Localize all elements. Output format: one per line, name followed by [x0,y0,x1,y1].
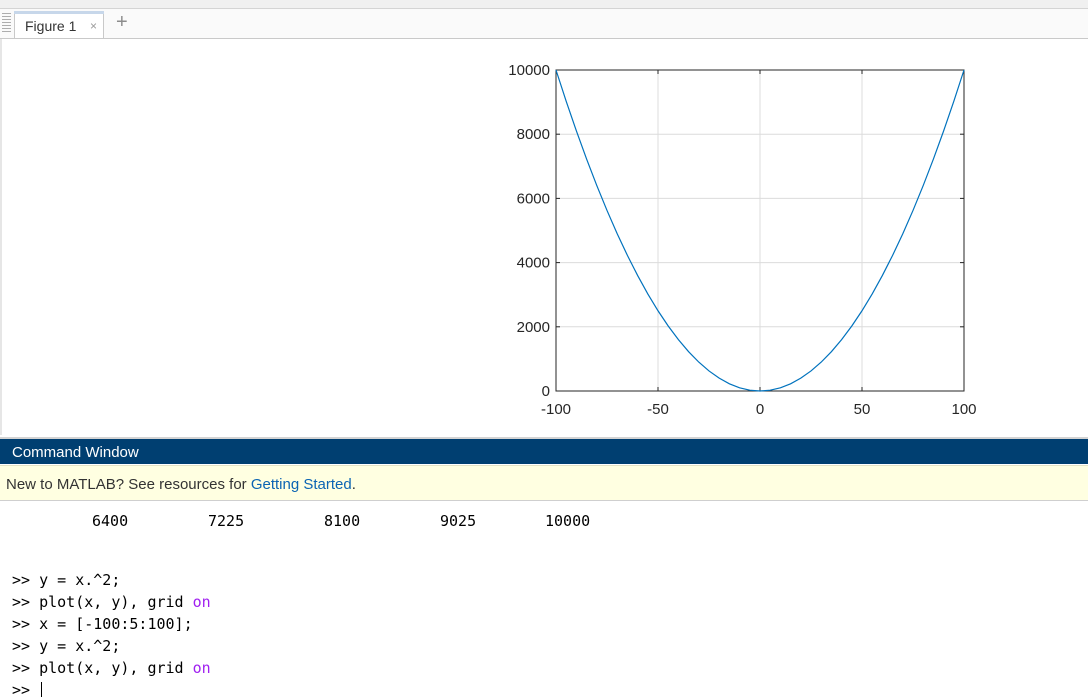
y-tick-label: 2000 [517,319,550,336]
output-value: 6400 [92,512,129,530]
keyword: on [192,659,211,677]
y-tick-label: 0 [542,383,550,400]
prompt: >> [12,659,40,677]
keyword: on [192,593,211,611]
output-value: 7225 [208,512,245,530]
y-tick-labels: 0 2000 4000 6000 8000 10000 [508,62,550,400]
command-window-body[interactable]: 6400 7225 8100 9025 10000 >> y = x.^2; >… [0,501,1088,697]
prompt: >> [12,593,40,611]
y-tick-label: 6000 [517,190,550,207]
command-code: x = [-100:5:100]; [39,615,193,633]
add-tab-icon[interactable]: + [116,11,128,33]
series-line [555,69,965,392]
command-code: plot(x, y), grid [39,593,193,611]
command-line: >> plot(x, y), grid on [12,659,211,677]
banner-suffix: . [351,476,356,493]
grid-lines [555,69,965,392]
command-code: y = x.^2; [39,637,121,655]
command-window-header: Command Window [0,437,1088,464]
x-tick-label: -100 [541,401,571,418]
figure-left-edge [0,39,2,435]
prompt: >> [12,681,40,697]
output-value: 8100 [324,512,361,530]
command-window-title: Command Window [12,444,139,461]
x-tick-labels: -100 -50 0 50 100 [541,401,977,418]
text-caret [41,682,43,697]
banner-text: New to MATLAB? See resources for Getting… [6,476,356,493]
y-tick-label: 4000 [517,255,550,272]
output-value: 9025 [440,512,477,530]
x-tick-label: 50 [854,401,871,418]
y-tick-label: 8000 [517,126,550,143]
getting-started-link[interactable]: Getting Started [250,476,352,493]
figure-canvas: -100 -50 0 50 100 0 2000 4000 6000 8000 10000 [0,39,1088,435]
top-strip [0,0,1088,9]
tab-label: Figure 1 [25,18,77,34]
command-code: plot(x, y), grid [39,659,193,677]
command-line: >> y = x.^2; [12,571,120,589]
x-tick-label: -50 [647,401,669,418]
x-tick-label: 100 [951,401,976,418]
figure-tab-bar: Figure 1 × + [0,9,1088,39]
command-line: >> y = x.^2; [12,637,120,655]
x-tick-label: 0 [756,401,764,418]
tab-figure-1[interactable]: Figure 1 × [14,11,104,38]
y-tick-label: 10000 [508,62,550,79]
close-icon[interactable]: × [90,19,98,33]
prompt: >> [12,571,40,589]
prompt: >> [12,637,40,655]
command-code: y = x.^2; [39,571,121,589]
banner-prefix: New to MATLAB? See resources for [6,476,251,493]
plot-svg: -100 -50 0 50 100 0 2000 4000 6000 8000 10000 [508,62,977,418]
drag-grip-icon[interactable] [2,13,11,33]
getting-started-banner: New to MATLAB? See resources for Getting… [0,465,1088,501]
command-line: >> x = [-100:5:100]; [12,615,193,633]
prompt: >> [12,615,40,633]
command-line: >> plot(x, y), grid on [12,593,211,611]
output-value: 10000 [545,512,591,530]
command-input-line[interactable]: >> [12,681,43,697]
